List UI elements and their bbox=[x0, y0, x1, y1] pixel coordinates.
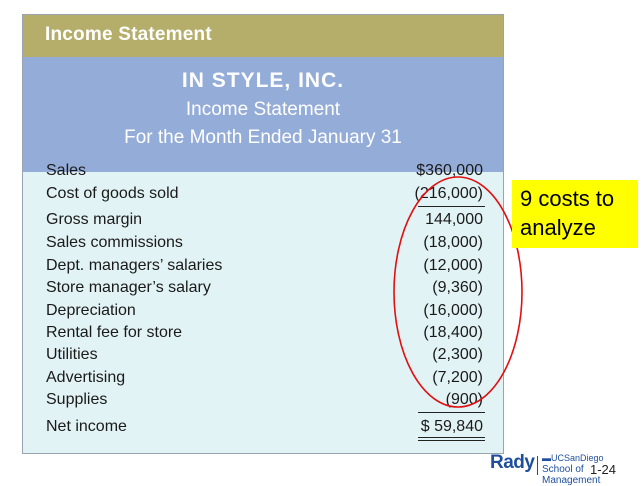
total-rule bbox=[418, 412, 485, 413]
row-label: Net income bbox=[46, 418, 127, 435]
statement-period: For the Month Ended January 31 bbox=[124, 127, 402, 148]
row-value: (12,000) bbox=[423, 257, 483, 274]
subtotal-rule bbox=[418, 206, 485, 207]
double-rule-top bbox=[418, 437, 485, 438]
company-name: IN STYLE, INC. bbox=[181, 69, 345, 92]
logo-brand: Rady bbox=[490, 452, 535, 473]
row-rental-fee: Rental fee for store (18,400) bbox=[23, 324, 503, 346]
callout-line-1: 9 costs to bbox=[520, 186, 615, 211]
row-sales: Sales $360,000 bbox=[23, 162, 503, 184]
row-gross-margin: Gross margin 144,000 bbox=[23, 211, 503, 233]
statement-header: IN STYLE, INC. Income Statement For the … bbox=[23, 57, 503, 172]
row-advertising: Advertising (7,200) bbox=[23, 369, 503, 391]
row-value: (16,000) bbox=[423, 302, 483, 319]
row-value: (216,000) bbox=[414, 185, 484, 202]
callout-line-2: analyze bbox=[520, 215, 596, 240]
row-dept-managers-salaries: Dept. managers’ salaries (12,000) bbox=[23, 257, 503, 279]
row-utilities: Utilities (2,300) bbox=[23, 346, 503, 368]
row-value: (2,300) bbox=[432, 346, 483, 363]
row-label: Advertising bbox=[46, 369, 126, 386]
row-label: Store manager’s salary bbox=[46, 279, 211, 296]
page-number: 1-24 bbox=[590, 462, 617, 477]
row-sales-commissions: Sales commissions (18,000) bbox=[23, 234, 503, 256]
rady-logo: Rady ▬UCSanDiego School of Management bbox=[488, 452, 644, 486]
costs-highlight-ellipse bbox=[393, 176, 523, 408]
double-rule-bottom bbox=[418, 440, 485, 441]
row-label: Depreciation bbox=[46, 302, 136, 319]
row-value: 144,000 bbox=[425, 211, 483, 228]
statement-title: Income Statement bbox=[185, 99, 341, 120]
income-statement-exhibit: Income Statement IN STYLE, INC. Income S… bbox=[22, 14, 504, 454]
row-label: Sales commissions bbox=[46, 234, 183, 251]
row-value: (18,000) bbox=[423, 234, 483, 251]
row-label: Dept. managers’ salaries bbox=[46, 257, 223, 274]
row-value: $360,000 bbox=[416, 162, 483, 179]
row-value: (7,200) bbox=[432, 369, 483, 386]
costs-callout: 9 costs to analyze bbox=[512, 180, 638, 248]
row-label: Utilities bbox=[46, 346, 98, 363]
logo-divider bbox=[537, 456, 538, 475]
row-value: (18,400) bbox=[423, 324, 483, 341]
row-label: Rental fee for store bbox=[46, 324, 183, 341]
row-cost-of-goods-sold: Cost of goods sold (216,000) bbox=[23, 185, 503, 207]
logo-university: ▬UCSanDiego bbox=[542, 453, 604, 463]
row-label: Sales bbox=[46, 162, 87, 179]
row-value: (9,360) bbox=[432, 279, 483, 296]
row-label: Gross margin bbox=[46, 211, 143, 228]
row-value: $ 59,840 bbox=[420, 418, 483, 435]
row-label: Cost of goods sold bbox=[46, 185, 179, 202]
row-depreciation: Depreciation (16,000) bbox=[23, 302, 503, 324]
exhibit-banner: Income Statement bbox=[23, 15, 503, 57]
row-net-income: Net income $ 59,840 bbox=[23, 418, 503, 440]
row-label: Supplies bbox=[46, 391, 108, 408]
row-store-manager-salary: Store manager’s salary (9,360) bbox=[23, 279, 503, 301]
